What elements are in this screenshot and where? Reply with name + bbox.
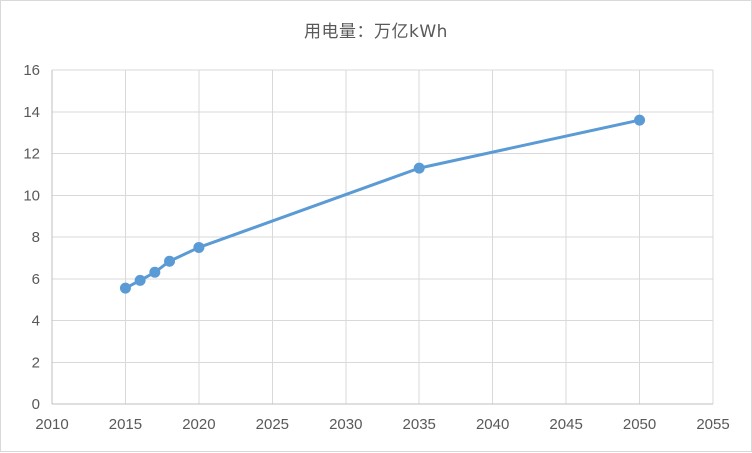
data-point-marker [193, 241, 205, 253]
y-tick-label: 12 [23, 146, 40, 163]
y-tick-label: 6 [32, 271, 40, 288]
x-tick-label: 2025 [256, 416, 289, 433]
x-tick-label: 2010 [35, 416, 68, 433]
data-point-marker [149, 266, 161, 278]
chart-title: 用电量：万亿kWh [304, 22, 448, 42]
y-tick-label: 16 [23, 62, 40, 79]
data-point-marker [164, 255, 176, 267]
data-point-marker [134, 274, 146, 286]
y-tick-label: 14 [23, 104, 40, 121]
y-tick-label: 10 [23, 187, 40, 204]
x-tick-label: 2045 [549, 416, 582, 433]
x-tick-label: 2055 [696, 416, 729, 433]
x-tick-label: 2035 [403, 416, 436, 433]
series-line [123, 118, 642, 290]
x-tick-label: 2015 [109, 416, 142, 433]
x-tick-label: 2020 [182, 416, 215, 433]
x-tick-label: 2030 [329, 416, 362, 433]
y-tick-label: 4 [32, 313, 40, 330]
y-tick-label: 2 [32, 354, 40, 371]
data-point-marker [413, 162, 425, 174]
x-tick-label: 2050 [623, 416, 656, 433]
y-tick-label: 0 [32, 396, 40, 413]
data-point-marker [119, 282, 131, 294]
data-point-marker [634, 114, 646, 126]
x-tick-label: 2040 [476, 416, 509, 433]
y-tick-label: 8 [32, 229, 40, 246]
